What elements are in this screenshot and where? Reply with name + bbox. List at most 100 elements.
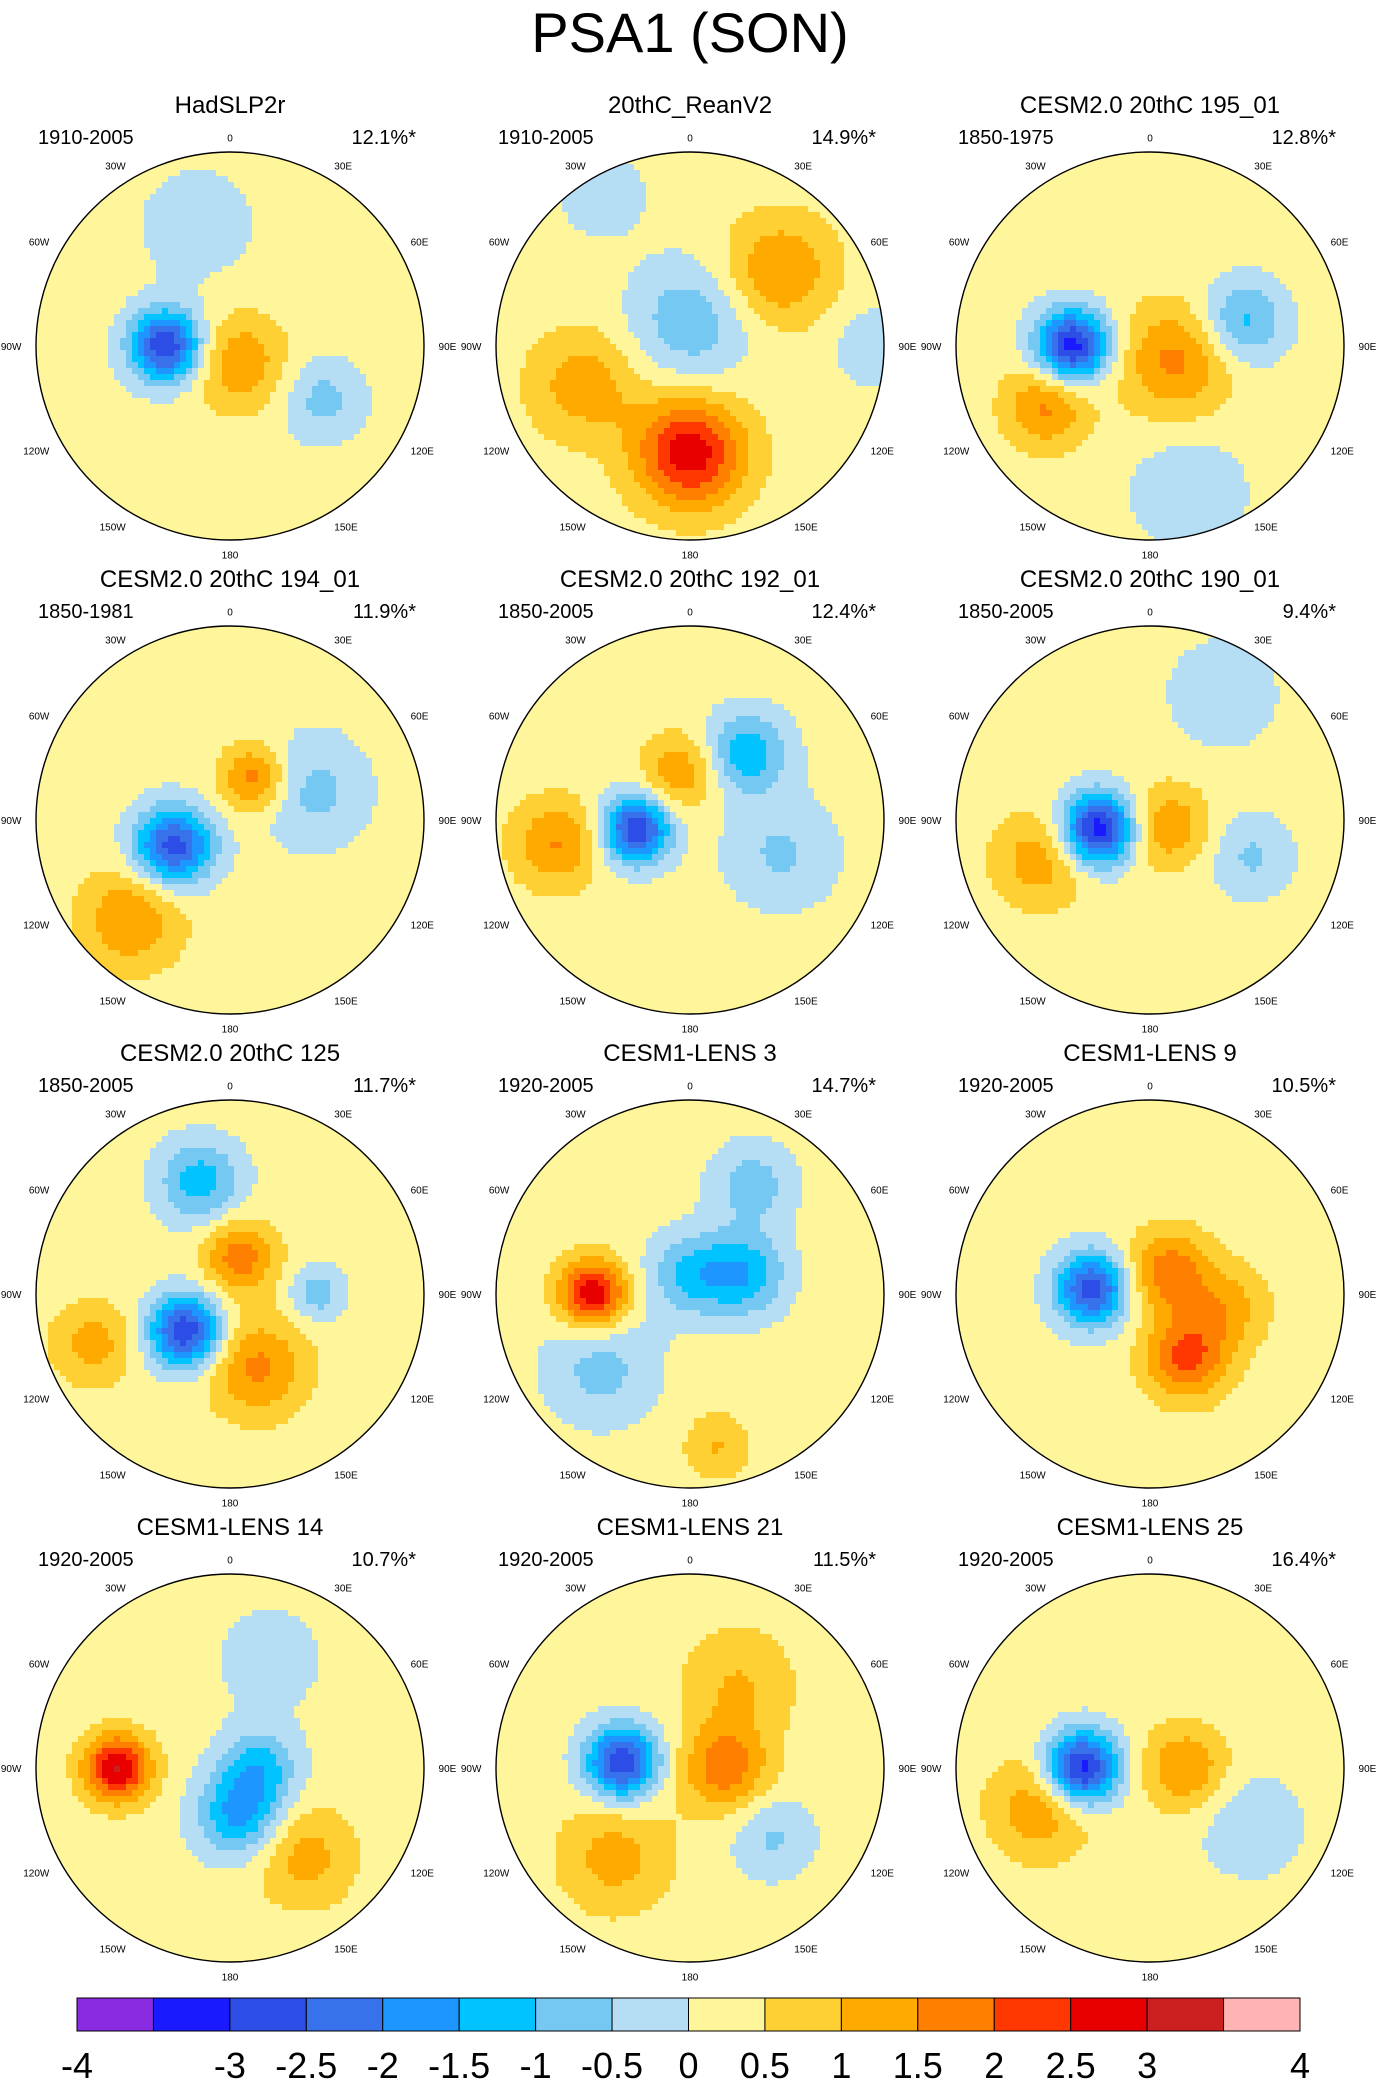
contour-cell [604,470,634,477]
contour-cell [1226,326,1274,333]
contour-cell [132,890,156,897]
contour-cell [264,1778,282,1785]
contour-cell [288,1826,354,1833]
contour-cell [132,1730,156,1737]
contour-cell [1232,1358,1250,1365]
contour-cell [228,1382,288,1389]
contour-cell [198,1796,216,1803]
lon-label: 150W [1020,1471,1047,1482]
contour-cell [210,1838,258,1845]
contour-cell [956,1148,1344,1155]
contour-cell [186,356,192,363]
contour-cell [748,1460,884,1467]
contour-cell [1136,824,1142,831]
contour-cell [186,332,192,339]
contour-cell [748,440,772,447]
contour-cell [210,1208,228,1215]
contour-cell [736,716,760,723]
contour-cell [1094,824,1106,831]
contour-cell [144,1742,162,1749]
contour-cell [1232,452,1344,459]
contour-cell [150,1304,162,1311]
contour-cell [354,836,424,843]
contour-cell [1136,1334,1148,1341]
contour-cell [1112,1274,1118,1281]
contour-cell [724,806,826,813]
contour-cell [1190,308,1208,315]
contour-cell [222,1676,318,1683]
contour-cell [192,314,204,321]
contour-cell [1232,374,1344,381]
contour-cell [282,1394,312,1401]
contour-cell [102,902,150,909]
contour-cell [120,842,132,849]
contour-cell [1082,1826,1208,1833]
contour-cell [724,830,838,837]
lon-label: 0 [227,1555,233,1566]
contour-cell [496,1124,884,1131]
contour-cell [724,878,838,885]
contour-cell [676,1838,736,1845]
contour-cell [264,1790,276,1797]
contour-cell [748,464,772,471]
contour-cell [1256,1352,1344,1359]
contour-cell [724,422,742,429]
contour-cell [228,1316,240,1323]
contour-cell [956,1808,980,1815]
contour-cell [1250,320,1274,327]
contour-cell [216,326,282,333]
contour-cell [78,944,108,951]
contour-cell [1088,800,1112,807]
contour-cell [1226,1370,1244,1377]
contour-cell [1040,1784,1052,1791]
contour-cell [288,344,424,351]
contour-cell [216,1172,234,1179]
contour-cell [282,1904,330,1911]
lon-label: 150W [100,1471,127,1482]
contour-cell [114,824,132,831]
contour-cell [1094,1802,1124,1809]
contour-cell [1274,272,1344,279]
lon-label: 90E [899,1764,917,1775]
contour-cell [84,1754,90,1761]
contour-cell [778,1772,884,1779]
contour-cell [288,410,312,417]
contour-cell [342,398,372,405]
contour-cell [610,854,622,861]
contour-cell [742,482,766,489]
contour-cell [36,1100,424,1107]
contour-cell [694,1418,736,1425]
contour-cell [288,392,312,399]
contour-cell [670,818,682,825]
contour-cell [138,1346,150,1353]
contour-cell [222,812,276,819]
contour-cell [192,332,198,339]
contour-cell [144,1178,162,1185]
contour-cell [766,758,784,765]
contour-cell [126,1784,138,1791]
contour-cell [132,1748,144,1755]
contour-cell [496,1610,884,1617]
contour-cell [36,656,424,663]
contour-cell [1118,398,1226,405]
contour-cell [1118,1280,1124,1287]
contour-cell [956,1118,1344,1125]
contour-cell [36,1694,234,1701]
contour-cell [724,1814,754,1821]
contour-cell [132,338,138,345]
contour-cell [276,1280,294,1287]
contour-cell [36,176,168,183]
contour-cell [956,494,1130,501]
contour-cell [496,632,884,639]
contour-cell [956,1280,1034,1287]
contour-cell [174,1334,192,1341]
contour-cell [162,818,186,825]
contour-cell [36,1346,48,1353]
contour-cell [1118,812,1124,819]
contour-cell [766,1274,784,1281]
contour-cell [694,770,706,777]
contour-cell [1052,1736,1064,1743]
contour-cell [772,458,884,465]
contour-cell [634,164,884,171]
contour-cell [36,986,424,993]
